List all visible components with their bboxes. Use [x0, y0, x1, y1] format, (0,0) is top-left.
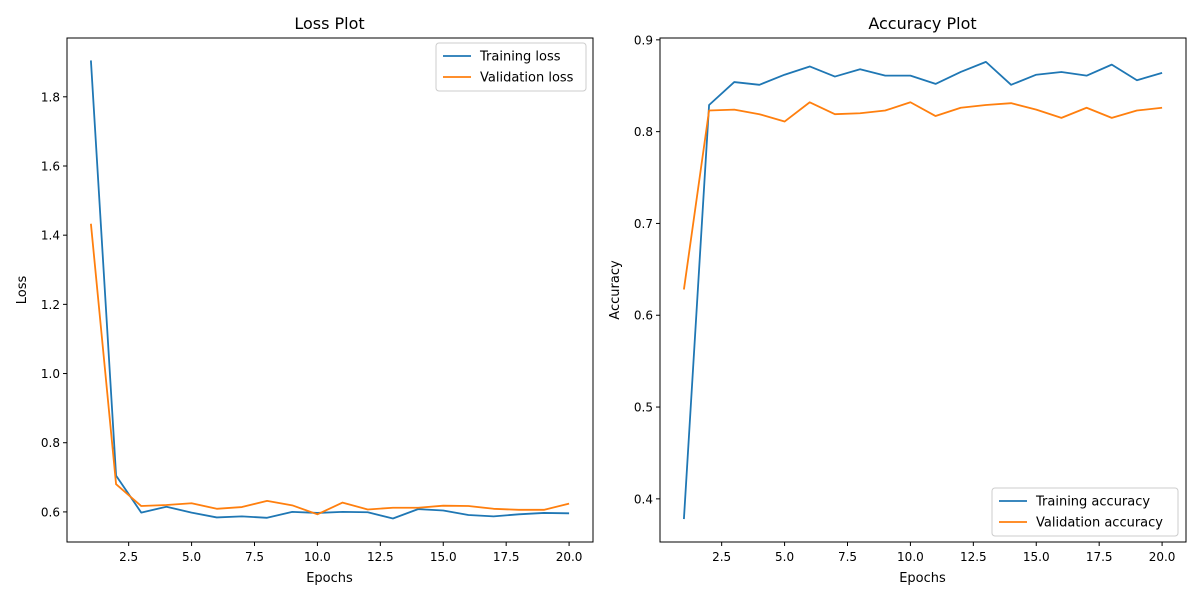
loss-x-axis-label: Epochs	[306, 571, 353, 586]
loss-x-tick-label: 15.0	[430, 550, 457, 564]
loss-x-tick-label: 2.5	[119, 550, 138, 564]
accuracy-plot-area: 2.5 5.0 7.5 10.0 12.5 15.0 17.5 20.0 0.4 0.5 0.6 0.…	[634, 33, 1187, 564]
accuracy-x-tick-label: 17.5	[1086, 550, 1113, 564]
accuracy-panel: Accuracy Plot 2.5 5.0 7.5 10.0 12.5 15.0 17.5 2…	[608, 14, 1187, 586]
loss-plot-area: 2.5 5.0 7.5 10.0 12.5 15.0 17.5 20.0 0.6 0.8 1.0 1.…	[41, 37, 594, 564]
loss-legend-training-label: Training loss	[479, 50, 561, 65]
loss-plot-title: Loss Plot	[294, 14, 364, 33]
accuracy-legend: Training accuracy Validation accuracy	[991, 487, 1179, 537]
accuracy-legend-frame	[991, 487, 1179, 537]
accuracy-x-tick-label: 20.0	[1149, 550, 1176, 564]
loss-y-tick-label: 1.0	[41, 367, 60, 381]
accuracy-x-tick-label: 12.5	[960, 550, 987, 564]
accuracy-x-tick-label: 10.0	[897, 550, 924, 564]
accuracy-x-axis-label: Epochs	[899, 571, 946, 586]
accuracy-plot-title: Accuracy Plot	[868, 14, 976, 33]
loss-y-tick-label: 1.8	[41, 90, 60, 104]
accuracy-legend-validation-label: Validation accuracy	[1036, 516, 1163, 531]
loss-legend: Training loss Validation loss	[435, 42, 587, 92]
loss-y-tick-label: 1.4	[41, 229, 60, 243]
loss-y-tick-label: 0.8	[41, 436, 60, 450]
accuracy-x-tick-label: 7.5	[838, 550, 857, 564]
accuracy-legend-training-label: Training accuracy	[1035, 495, 1150, 510]
accuracy-axes-frame	[659, 37, 1187, 543]
loss-y-tick-label: 0.6	[41, 505, 60, 519]
accuracy-y-axis-label: Accuracy	[608, 260, 623, 320]
loss-x-tick-label: 20.0	[556, 550, 583, 564]
accuracy-y-tick-label: 0.7	[634, 217, 653, 231]
accuracy-series-training-line	[683, 60, 1163, 520]
accuracy-series-validation-line	[683, 101, 1163, 290]
accuracy-y-tick-label: 0.4	[634, 492, 653, 506]
loss-y-tick-label: 1.2	[41, 298, 60, 312]
loss-y-tick-label: 1.6	[41, 159, 60, 173]
loss-series-validation-line	[90, 223, 570, 516]
accuracy-x-tick-label: 15.0	[1023, 550, 1050, 564]
accuracy-y-tick-label: 0.9	[634, 33, 653, 47]
loss-x-tick-label: 10.0	[304, 550, 331, 564]
loss-series-training-line	[90, 60, 570, 520]
accuracy-x-tick-label: 5.0	[775, 550, 794, 564]
loss-x-tick-label: 12.5	[367, 550, 394, 564]
accuracy-y-tick-label: 0.5	[634, 401, 653, 415]
accuracy-y-tick-label: 0.6	[634, 309, 653, 323]
loss-x-tick-label: 7.5	[245, 550, 264, 564]
loss-panel: Loss Plot 2.5 5.0 7.5 10.0 12.5 15.0 17.5 20.0 0…	[15, 14, 594, 586]
accuracy-x-tick-label: 2.5	[712, 550, 731, 564]
loss-legend-validation-label: Validation loss	[480, 71, 574, 86]
loss-x-tick-label: 17.5	[493, 550, 520, 564]
loss-axes-frame	[66, 37, 594, 543]
loss-legend-frame	[435, 42, 587, 92]
loss-y-axis-label: Loss	[15, 276, 30, 305]
loss-x-tick-label: 5.0	[182, 550, 201, 564]
accuracy-y-tick-label: 0.8	[634, 125, 653, 139]
